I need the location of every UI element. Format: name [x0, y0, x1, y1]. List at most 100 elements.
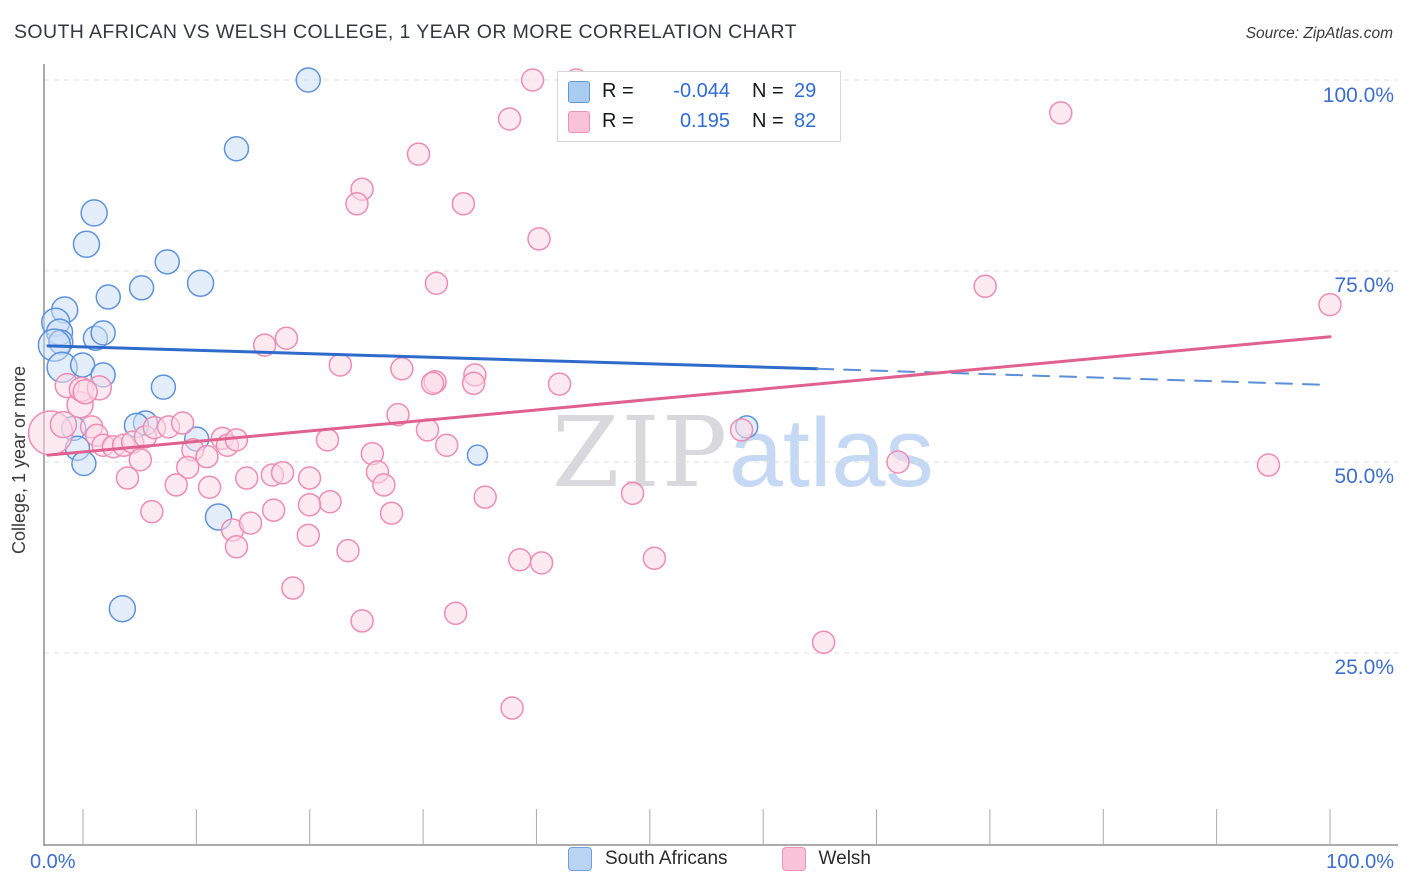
welsh-point[interactable]: [315, 428, 340, 452]
welsh-point[interactable]: [379, 501, 404, 525]
welsh-point[interactable]: [406, 142, 431, 166]
welsh-point[interactable]: [195, 444, 219, 469]
welsh-legend-label: Welsh: [818, 848, 871, 869]
y-tick-label-50: 50.0%: [1334, 465, 1394, 488]
welsh-point[interactable]: [336, 538, 360, 563]
welsh-point[interactable]: [390, 357, 414, 381]
south-africans-trend-line-solid: [46, 344, 819, 371]
y-axis-label: College, 1 year or more: [9, 365, 29, 555]
welsh-point[interactable]: [345, 192, 369, 216]
legend-row-welsh: R = 0.195 N = 82: [568, 109, 828, 134]
series-legend: South Africans Welsh: [568, 847, 871, 871]
welsh-point[interactable]: [729, 418, 754, 442]
n-value-south-africans: 29: [794, 80, 817, 102]
y-tick-label-100: 100.0%: [1322, 84, 1394, 107]
welsh-point[interactable]: [461, 371, 486, 396]
welsh-point[interactable]: [350, 609, 374, 633]
welsh-point[interactable]: [281, 576, 305, 600]
welsh-point[interactable]: [1318, 292, 1342, 317]
south-africans-trend-line-dashed: [816, 367, 1329, 386]
welsh-point[interactable]: [620, 481, 645, 506]
welsh-point[interactable]: [224, 535, 249, 559]
welsh-point[interactable]: [261, 498, 286, 522]
south-africans-point[interactable]: [466, 444, 489, 466]
welsh-point[interactable]: [252, 333, 277, 357]
welsh-point[interactable]: [434, 433, 459, 457]
welsh-point[interactable]: [508, 548, 532, 572]
south-africans-point[interactable]: [128, 275, 155, 301]
x-tick-label-100: 100.0%: [1326, 851, 1394, 873]
welsh-point[interactable]: [420, 371, 445, 396]
welsh-point[interactable]: [886, 450, 910, 474]
welsh-point[interactable]: [170, 411, 195, 435]
welsh-point[interactable]: [500, 696, 524, 720]
welsh-point[interactable]: [529, 551, 554, 575]
y-tick-label-25: 25.0%: [1334, 656, 1394, 679]
south-africans-point[interactable]: [154, 249, 180, 275]
south-africans-point[interactable]: [72, 230, 101, 259]
welsh-point[interactable]: [547, 372, 572, 396]
x-tick-label-0: 0.0%: [30, 851, 76, 873]
welsh-point[interactable]: [642, 546, 667, 571]
welsh-point[interactable]: [497, 107, 522, 131]
welsh-point[interactable]: [527, 227, 551, 251]
n-label: N =: [752, 110, 784, 132]
welsh-point[interactable]: [811, 630, 836, 655]
welsh-point[interactable]: [49, 410, 78, 439]
page-title: SOUTH AFRICAN VS WELSH COLLEGE, 1 YEAR O…: [14, 21, 797, 43]
source-attribution: Source: ZipAtlas.com: [1245, 25, 1393, 42]
south-africans-legend-label: South Africans: [605, 848, 728, 869]
welsh-point[interactable]: [451, 192, 476, 216]
south-africans-point[interactable]: [108, 594, 137, 623]
welsh-point[interactable]: [274, 326, 299, 350]
welsh-point[interactable]: [197, 475, 222, 499]
south-africans-point[interactable]: [90, 320, 116, 346]
welsh-point[interactable]: [473, 485, 497, 509]
welsh-trend-line-solid: [46, 335, 1332, 457]
welsh-point[interactable]: [128, 447, 153, 472]
south-africans-point[interactable]: [71, 450, 97, 477]
n-value-welsh: 82: [794, 110, 817, 132]
welsh-point[interactable]: [140, 499, 164, 524]
welsh-point[interactable]: [270, 460, 295, 485]
welsh-point[interactable]: [164, 473, 188, 497]
south-africans-swatch: [568, 80, 590, 103]
south-africans-point[interactable]: [186, 269, 215, 297]
welsh-legend-swatch: [781, 847, 806, 871]
welsh-point[interactable]: [328, 353, 353, 377]
welsh-point[interactable]: [175, 455, 200, 480]
welsh-point[interactable]: [297, 466, 322, 490]
welsh-point[interactable]: [443, 601, 468, 626]
welsh-point[interactable]: [520, 68, 545, 92]
welsh-point[interactable]: [372, 473, 396, 497]
n-label: N =: [752, 80, 784, 102]
south-africans-point[interactable]: [150, 374, 177, 400]
south-africans-legend-swatch: [568, 847, 592, 871]
welsh-swatch: [568, 110, 590, 133]
south-africans-point[interactable]: [223, 136, 250, 162]
r-label: R =: [602, 80, 634, 102]
welsh-point[interactable]: [973, 274, 997, 299]
r-value-south-africans: -0.044: [673, 80, 730, 102]
welsh-point[interactable]: [115, 466, 140, 490]
welsh-point[interactable]: [1049, 101, 1073, 125]
welsh-point[interactable]: [318, 489, 342, 514]
south-africans-point[interactable]: [95, 284, 122, 310]
r-value-welsh: 0.195: [679, 110, 730, 132]
correlation-legend: R = -0.044 N = 29 R = 0.195 N = 82: [557, 71, 841, 142]
welsh-point[interactable]: [234, 466, 259, 490]
south-africans-point[interactable]: [295, 67, 321, 93]
welsh-point[interactable]: [296, 523, 320, 548]
legend-row-south-africans: R = -0.044 N = 29: [568, 79, 828, 104]
south-africans-point[interactable]: [80, 199, 108, 227]
welsh-point[interactable]: [1256, 453, 1281, 477]
y-tick-label-75: 75.0%: [1334, 274, 1394, 297]
welsh-point[interactable]: [238, 511, 263, 535]
welsh-point[interactable]: [386, 402, 410, 427]
welsh-point[interactable]: [72, 378, 98, 405]
r-label: R =: [602, 110, 634, 132]
welsh-point[interactable]: [297, 493, 322, 517]
welsh-point[interactable]: [424, 271, 449, 295]
